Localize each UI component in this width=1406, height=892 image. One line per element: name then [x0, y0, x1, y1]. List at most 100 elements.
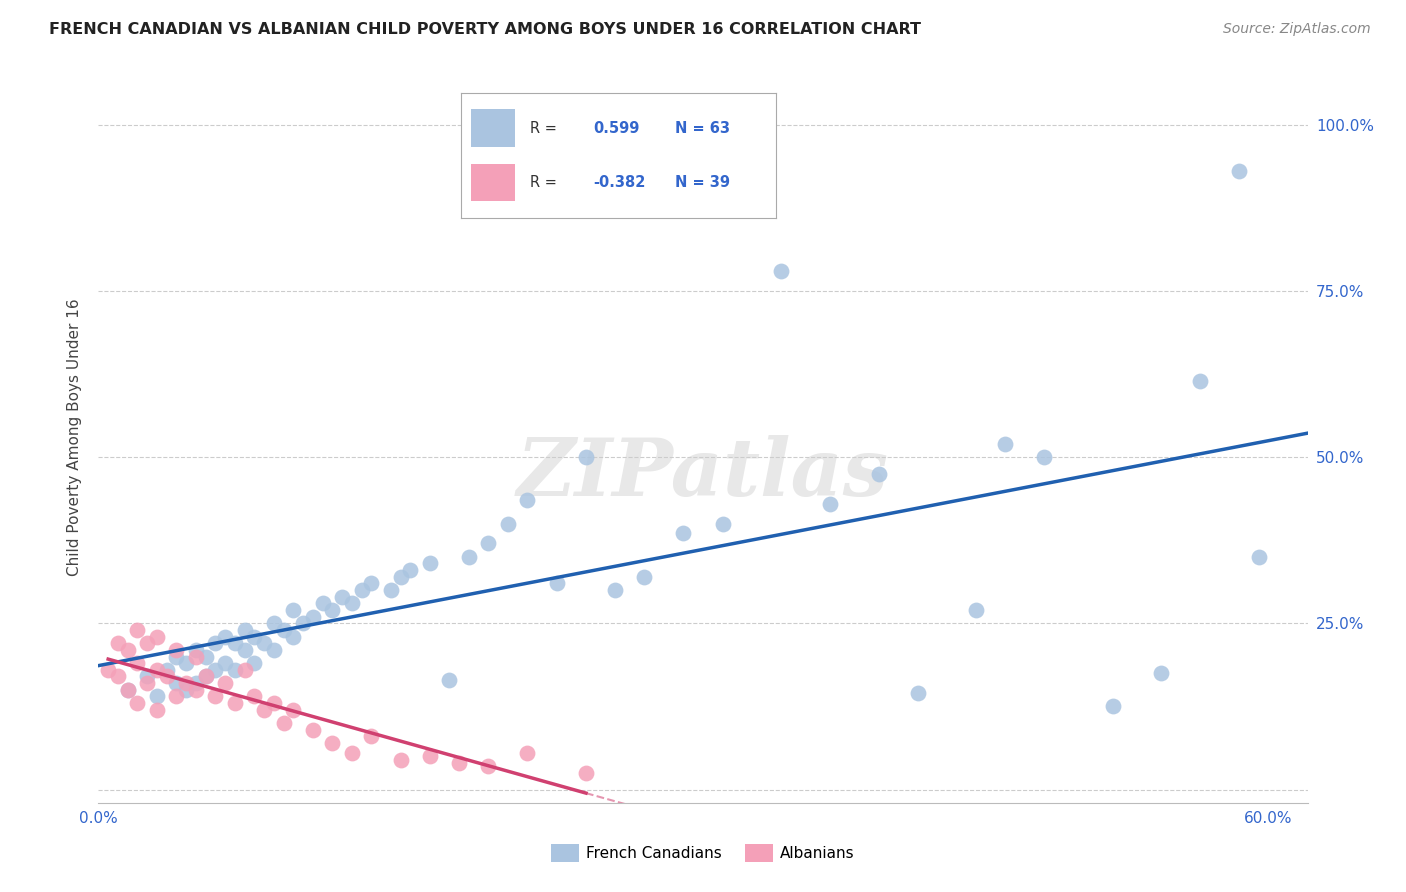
Y-axis label: Child Poverty Among Boys Under 16: Child Poverty Among Boys Under 16 [67, 298, 83, 576]
Point [194, 669, 217, 683]
Point [907, 686, 929, 700]
Point [194, 669, 217, 683]
Point [204, 663, 226, 677]
Point [165, 649, 187, 664]
Text: ZIPatlas: ZIPatlas [517, 435, 889, 512]
Point [107, 669, 129, 683]
Point [127, 696, 149, 710]
Point [449, 756, 471, 770]
Point [360, 576, 382, 591]
Point [283, 703, 305, 717]
Text: Source: ZipAtlas.com: Source: ZipAtlas.com [1223, 22, 1371, 37]
Point [146, 703, 169, 717]
Point [165, 643, 187, 657]
Point [214, 676, 236, 690]
Point [994, 436, 1017, 450]
Point [243, 656, 266, 670]
Point [321, 603, 343, 617]
Point [174, 656, 197, 670]
Point [399, 563, 422, 577]
Point [117, 682, 139, 697]
Point [233, 663, 256, 677]
Point [224, 663, 246, 677]
Point [204, 636, 226, 650]
Point [156, 663, 179, 677]
Point [117, 643, 139, 657]
Point [204, 690, 226, 704]
Point [184, 676, 207, 690]
Point [165, 690, 187, 704]
Point [1101, 699, 1123, 714]
Point [605, 582, 627, 597]
Point [516, 746, 538, 760]
Point [263, 696, 285, 710]
Point [340, 746, 363, 760]
Point [146, 630, 169, 644]
Point [214, 656, 236, 670]
Point [1227, 164, 1250, 178]
Point [1033, 450, 1056, 464]
Point [233, 623, 256, 637]
Point [389, 570, 412, 584]
Point [97, 663, 120, 677]
Point [127, 656, 149, 670]
Point [174, 676, 197, 690]
Point [214, 630, 236, 644]
Point [253, 703, 276, 717]
Point [546, 576, 568, 591]
Point [633, 570, 655, 584]
Point [165, 676, 187, 690]
Point [458, 549, 481, 564]
Point [439, 673, 461, 687]
Point [419, 749, 441, 764]
Point [136, 676, 159, 690]
Point [263, 616, 285, 631]
Point [312, 596, 335, 610]
Point [360, 729, 382, 743]
Point [243, 630, 266, 644]
Point [496, 516, 519, 531]
Point [117, 682, 139, 697]
Point [283, 630, 305, 644]
Point [1189, 374, 1212, 388]
Point [224, 696, 246, 710]
Point [340, 596, 363, 610]
Point [818, 497, 841, 511]
Point [965, 603, 987, 617]
Point [136, 669, 159, 683]
Point [283, 603, 305, 617]
Point [127, 623, 149, 637]
Point [769, 264, 792, 278]
Point [107, 636, 129, 650]
Point [184, 649, 207, 664]
Point [146, 663, 169, 677]
Point [194, 649, 217, 664]
Point [330, 590, 353, 604]
Point [419, 557, 441, 571]
Point [263, 643, 285, 657]
Point [516, 493, 538, 508]
Point [477, 536, 499, 550]
Point [243, 690, 266, 704]
Point [224, 636, 246, 650]
Point [292, 616, 315, 631]
Point [302, 723, 325, 737]
Point [672, 526, 695, 541]
Point [302, 609, 325, 624]
Point [1247, 549, 1270, 564]
Point [184, 643, 207, 657]
Point [321, 736, 343, 750]
Text: FRENCH CANADIAN VS ALBANIAN CHILD POVERTY AMONG BOYS UNDER 16 CORRELATION CHART: FRENCH CANADIAN VS ALBANIAN CHILD POVERT… [49, 22, 921, 37]
Point [575, 765, 598, 780]
Point [1150, 666, 1173, 681]
Point [174, 682, 197, 697]
Point [136, 636, 159, 650]
Point [389, 753, 412, 767]
Legend: French Canadians, Albanians: French Canadians, Albanians [546, 838, 860, 868]
Point [273, 716, 295, 731]
Point [146, 690, 169, 704]
Point [711, 516, 734, 531]
Point [380, 582, 402, 597]
Point [273, 623, 295, 637]
Point [868, 467, 890, 481]
